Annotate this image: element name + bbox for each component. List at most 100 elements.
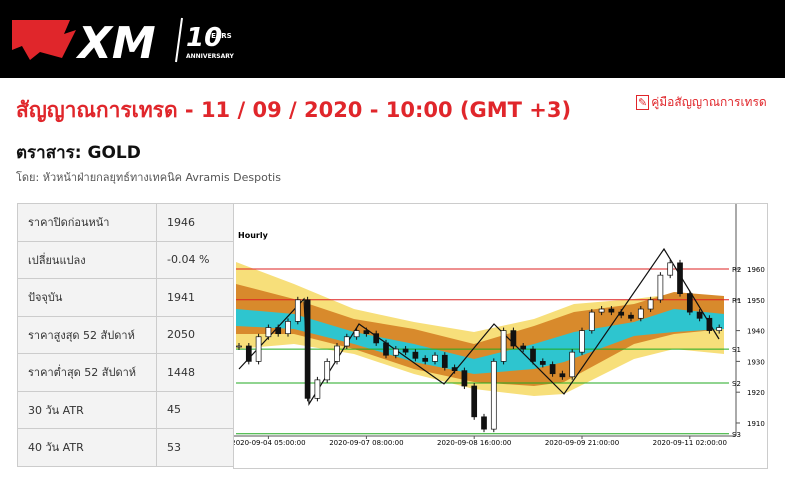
candle — [481, 416, 487, 430]
candle — [255, 336, 262, 362]
stat-value: -0.04 % — [156, 240, 234, 279]
candle — [490, 361, 497, 430]
level-label: S1 — [732, 346, 741, 354]
candle — [285, 321, 291, 335]
y-tick-label: 1960 — [747, 266, 765, 274]
candle — [559, 373, 566, 378]
table-row: ราคาปิดก่อนหน้า 1946 — [17, 203, 234, 242]
level-label: R1 — [732, 297, 741, 305]
candle — [657, 274, 664, 301]
stat-label: ปัจจุบัน — [17, 278, 157, 317]
stat-value: 1946 — [156, 203, 234, 242]
stat-value: 53 — [156, 428, 234, 467]
guide-text[interactable]: คู่มือสัญญาณการเทรด — [651, 95, 767, 109]
stat-label: ราคาต่ำสุด 52 สัปดาห์ — [17, 353, 157, 392]
byline: โดย: หัวหน้าฝ่ายกลยุทธ์ทางเทคนิค Avramis… — [16, 171, 281, 184]
candle — [324, 361, 331, 381]
stat-label: 40 วัน ATR — [17, 428, 157, 467]
candle — [530, 348, 536, 362]
pdf-icon: ✎ — [636, 95, 650, 110]
candle — [304, 299, 311, 399]
candle — [569, 351, 576, 378]
chart-title: Hourly — [238, 231, 269, 240]
stat-value: 1448 — [156, 353, 234, 392]
x-tick-label: 2020-09-09 21:00:00 — [545, 439, 619, 447]
chart: Hourly 1910 1920 1930 1940 1950 1960 R2 R1 S1 S2 S3… — [231, 204, 765, 447]
stats-table: ราคาปิดก่อนหน้า 1946 เปลี่ยนแปลง -0.04 % ปัจ… — [17, 203, 234, 467]
level-label: S3 — [732, 431, 741, 439]
table-row: ปัจจุบัน 1941 — [17, 278, 234, 317]
candle — [245, 345, 252, 362]
candle — [422, 357, 429, 362]
table-row: 40 วัน ATR 53 — [17, 428, 234, 467]
y-tick-label: 1940 — [747, 328, 765, 336]
candle — [294, 299, 301, 322]
chart-frame: Hourly 1910 1920 1930 1940 1950 1960 R2 R1 S1 S2 S3… — [231, 203, 768, 469]
level-label: S2 — [732, 380, 741, 388]
candle — [500, 330, 507, 362]
candle — [539, 361, 546, 365]
candle — [598, 308, 605, 313]
candle — [373, 333, 380, 344]
candle — [667, 262, 674, 276]
instrument: ตราสาร: GOLD — [16, 143, 141, 163]
candle — [441, 354, 448, 368]
logo-bull — [12, 20, 76, 60]
logo-brand: XM — [75, 18, 156, 69]
page-title: สัญญาณการเทรด - 11 / 09 / 2020 - 10:00 (… — [16, 98, 572, 122]
stat-label: ราคาปิดก่อนหน้า — [17, 203, 157, 242]
stat-value: 45 — [156, 390, 234, 429]
stat-label: ราคาสูงสุด 52 สัปดาห์ — [17, 315, 157, 354]
band-inner — [236, 309, 724, 374]
logo-divider — [175, 17, 183, 63]
candle — [334, 345, 340, 362]
table-row: ราคาสูงสุด 52 สัปดาห์ 2050 — [17, 315, 234, 354]
y-tick-label: 1930 — [747, 358, 765, 366]
header: XM 10 YEARS ANNIVERSARY — [0, 0, 785, 78]
table-row: เปลี่ยนแปลง -0.04 % — [17, 240, 234, 279]
y-tick-label: 1920 — [747, 389, 765, 397]
x-tick-label: 2020-09-04 05:00:00 — [234, 439, 306, 447]
candle — [451, 367, 458, 371]
candle — [402, 348, 409, 353]
band-outer — [236, 262, 724, 396]
table-row: 30 วัน ATR 45 — [17, 390, 234, 429]
candle — [628, 314, 634, 319]
candle — [392, 348, 399, 356]
logo-anniversary: ANNIVERSARY — [186, 53, 235, 60]
logo-years-word: YEARS — [205, 32, 232, 40]
candle — [471, 385, 478, 418]
guide-link[interactable]: ✎ คู่มือสัญญาณการเทรด — [636, 93, 767, 112]
candle — [706, 317, 713, 331]
candle — [314, 379, 321, 399]
stat-label: 30 วัน ATR — [17, 390, 157, 429]
candle — [647, 299, 654, 310]
table-row: ราคาต่ำสุด 52 สัปดาห์ 1448 — [17, 353, 234, 392]
candle — [236, 345, 242, 348]
stat-label: เปลี่ยนแปลง — [17, 240, 157, 279]
y-tick-label: 1910 — [747, 420, 765, 428]
candle — [510, 330, 517, 347]
x-tick-label: 2020-09-07 08:00:00 — [329, 439, 403, 447]
candle — [343, 336, 350, 347]
logo-years-number: 10 — [186, 23, 222, 53]
candle — [363, 330, 370, 335]
logo[interactable]: XM 10 YEARS ANNIVERSARY — [0, 0, 250, 78]
x-tick-label: 2020-09-11 02:00:00 — [653, 439, 727, 447]
level-label: R2 — [732, 266, 741, 274]
candle — [637, 308, 644, 319]
x-tick-label: 2020-09-08 16:00:00 — [437, 439, 511, 447]
candle — [461, 370, 468, 387]
candle — [696, 311, 703, 319]
candle — [686, 293, 693, 313]
candle — [608, 308, 615, 313]
candle — [412, 351, 419, 359]
candle — [275, 327, 282, 335]
candle — [353, 330, 360, 338]
candle — [579, 330, 585, 353]
stat-value: 1941 — [156, 278, 234, 317]
candle — [677, 262, 683, 294]
candle — [716, 327, 723, 331]
stat-value: 2050 — [156, 315, 234, 354]
